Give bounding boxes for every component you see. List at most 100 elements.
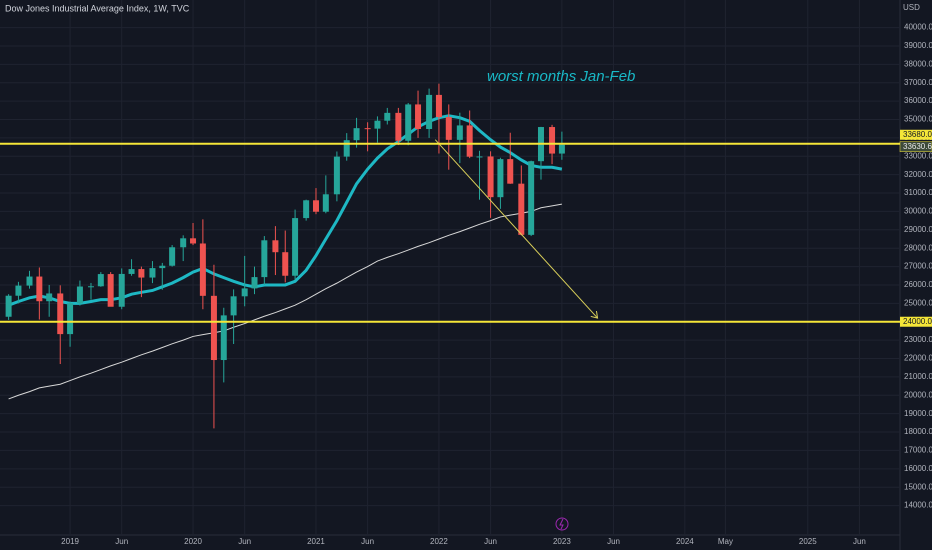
x-tick-label: 2021 [307, 537, 325, 546]
candle-body [322, 194, 329, 212]
candle-body [36, 276, 43, 302]
y-tick-label: 40000.00 [904, 23, 932, 32]
y-tick-label: 39000.00 [904, 41, 932, 50]
candle-body [169, 247, 176, 266]
trend-line [434, 139, 597, 318]
candle-body [67, 303, 74, 335]
x-tick-label: Jun [853, 537, 866, 546]
candle-body [241, 288, 248, 297]
candle-body [138, 269, 145, 278]
candle-body [558, 144, 565, 154]
candle-body [456, 125, 463, 140]
candle-body [180, 238, 187, 248]
currency: USD [903, 3, 920, 12]
level-label-bg [900, 129, 932, 140]
last-price-bg [899, 141, 932, 152]
y-tick-label: 25000.00 [904, 298, 932, 307]
x-tick-label: Jun [238, 537, 251, 546]
y-tick-label: 21000.00 [904, 372, 932, 381]
candle-body [87, 286, 94, 288]
y-tick-label: 31000.00 [904, 188, 932, 197]
candle-body [435, 94, 442, 118]
candle-body [159, 265, 166, 269]
candle-body [97, 274, 104, 287]
candle-body [333, 156, 340, 195]
candle-body [415, 104, 422, 129]
level-label: 24000.00 [903, 317, 932, 326]
candle-body [487, 156, 494, 198]
y-tick-label: 20000.00 [904, 390, 932, 399]
candle-body [405, 104, 412, 141]
candle-body [518, 183, 525, 235]
y-tick-label: 28000.00 [904, 243, 932, 252]
candle-body [497, 159, 504, 198]
candle-body [46, 293, 53, 302]
candle-body [272, 240, 279, 253]
candle-body [118, 273, 125, 307]
x-tick-label: 2020 [184, 537, 202, 546]
candle-body [507, 159, 514, 184]
y-tick-label: 23000.00 [904, 335, 932, 344]
y-tick-label: 26000.00 [904, 280, 932, 289]
plot-area [0, 0, 900, 535]
last-price-label: 33630.62 [903, 142, 932, 151]
candle-body [549, 127, 556, 154]
candle-body [230, 296, 237, 316]
x-tick-label: Jun [607, 537, 620, 546]
y-tick-label: 27000.00 [904, 262, 932, 271]
candle-body [190, 238, 197, 244]
candle-body [5, 295, 12, 317]
moving-average [8, 203, 562, 400]
candle-body [384, 112, 391, 121]
candle-body [466, 125, 473, 157]
y-tick-label: 37000.00 [904, 78, 932, 87]
level-label-bg [900, 316, 932, 327]
candle-body [149, 268, 156, 278]
y-tick-label: 15000.00 [904, 482, 932, 491]
x-tick-label: 2019 [61, 537, 79, 546]
y-tick-label: 32000.00 [904, 170, 932, 179]
candle-body [364, 128, 371, 130]
y-tick-label: 18000.00 [904, 427, 932, 436]
x-tick-label: 2024 [676, 537, 694, 546]
candle-body [220, 315, 227, 361]
x-tick-label: Jun [484, 537, 497, 546]
x-tick-label: Jun [361, 537, 374, 546]
y-tick-label: 16000.00 [904, 464, 932, 473]
candle-body [445, 117, 452, 140]
candle-body [251, 277, 258, 289]
candle-body [303, 200, 310, 219]
x-tick-label: 2022 [430, 537, 448, 546]
x-tick-label: May [718, 537, 733, 546]
candle-body [15, 285, 22, 296]
y-tick-label: 17000.00 [904, 446, 932, 455]
x-tick-label: Jun [115, 537, 128, 546]
candle-body [107, 274, 114, 307]
candle-body [426, 94, 433, 129]
candle-body [292, 218, 299, 276]
y-tick-label: 33000.00 [904, 151, 932, 160]
y-tick-label: 19000.00 [904, 409, 932, 418]
y-tick-label: 22000.00 [904, 354, 932, 363]
candle-body [528, 161, 535, 235]
candle-body [282, 252, 289, 276]
x-tick-label: 2025 [799, 537, 817, 546]
candle-body [210, 295, 217, 361]
candle-body [312, 200, 319, 212]
candle-body [57, 293, 64, 335]
x-tick-label: 2023 [553, 537, 571, 546]
y-tick-label: 29000.00 [904, 225, 932, 234]
chart-title: Dow Jones Industrial Average Index, 1W, … [5, 3, 190, 13]
candle-body [353, 128, 360, 141]
candle-body [374, 120, 381, 129]
level-label: 33680.00 [903, 130, 932, 139]
replay-icon[interactable] [555, 517, 569, 531]
y-tick-label: 38000.00 [904, 59, 932, 68]
y-tick-label: 14000.00 [904, 501, 932, 510]
y-tick-label: 35000.00 [904, 115, 932, 124]
y-tick-label: 30000.00 [904, 207, 932, 216]
candle-body [76, 286, 83, 304]
y-tick-label: 36000.00 [904, 96, 932, 105]
candle-body [395, 112, 402, 141]
